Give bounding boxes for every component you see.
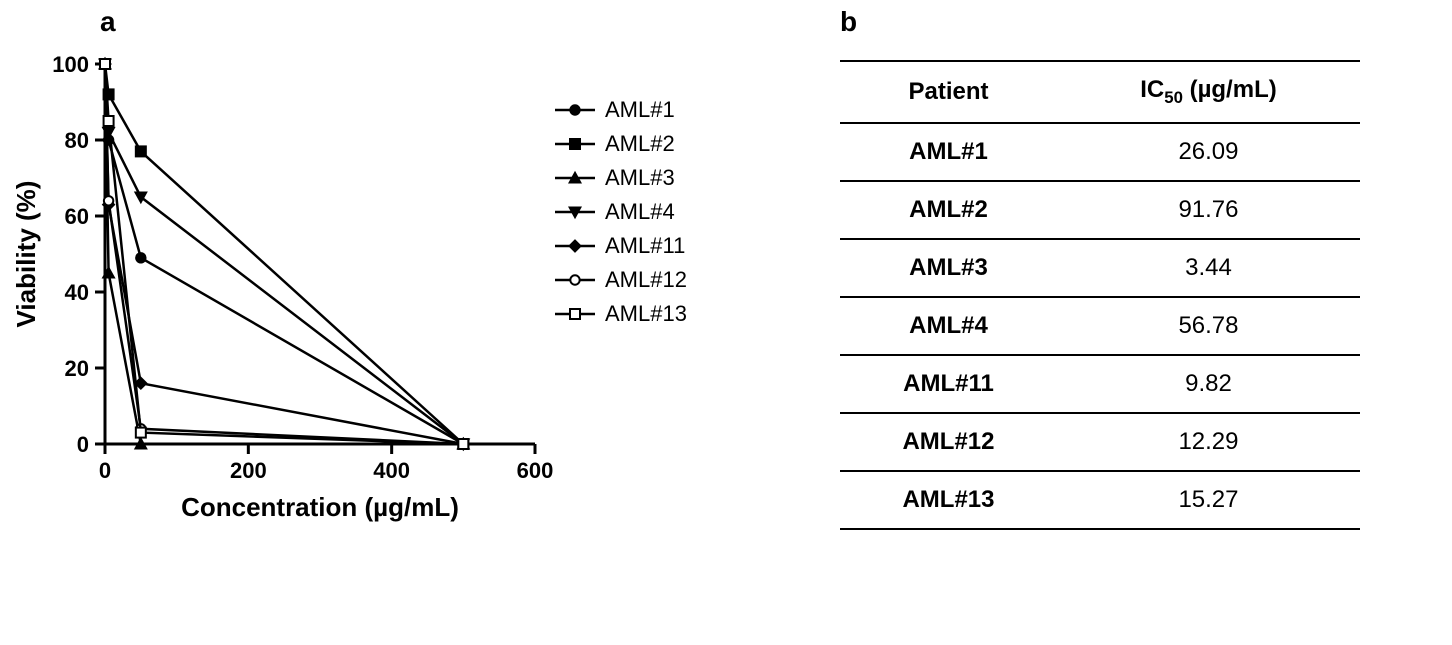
- table-row: AML#291.76: [840, 181, 1360, 239]
- svg-text:600: 600: [517, 458, 554, 483]
- panel-b-label: b: [840, 6, 857, 38]
- svg-text:20: 20: [65, 356, 89, 381]
- table-row: AML#456.78: [840, 297, 1360, 355]
- ic50-table: Patient IC50 (µg/mL) AML#126.09AML#291.7…: [840, 60, 1360, 530]
- svg-text:Concentration (µg/mL): Concentration (µg/mL): [181, 492, 459, 522]
- ic50-cell: 9.82: [1057, 355, 1360, 413]
- panel-a: a 0200400600020406080100Concentration (µ…: [0, 0, 800, 645]
- table-row: AML#1212.29: [840, 413, 1360, 471]
- patient-cell: AML#12: [840, 413, 1057, 471]
- ic50-sub: 50: [1164, 88, 1183, 107]
- svg-text:AML#3: AML#3: [605, 165, 675, 190]
- svg-text:Viability (%): Viability (%): [11, 181, 41, 328]
- table-row: AML#126.09: [840, 123, 1360, 181]
- svg-text:60: 60: [65, 204, 89, 229]
- viability-chart: 0 200 400 600 0 20 40 60 80 100 Concentration (µg/…: [0, 30, 800, 590]
- col-header-patient: Patient: [840, 61, 1057, 123]
- svg-text:0: 0: [99, 458, 111, 483]
- table-row: AML#1315.27: [840, 471, 1360, 529]
- svg-text:40: 40: [65, 280, 89, 305]
- svg-text:400: 400: [373, 458, 410, 483]
- ic50-post: (µg/mL): [1183, 76, 1277, 103]
- svg-text:AML#4: AML#4: [605, 199, 675, 224]
- ic50-cell: 26.09: [1057, 123, 1360, 181]
- col-header-ic50: IC50 (µg/mL): [1057, 61, 1360, 123]
- figure-container: a 0200400600020406080100Concentration (µ…: [0, 0, 1452, 645]
- panel-b: b Patient IC50 (µg/mL) AML#126.09AML#291…: [800, 0, 1452, 645]
- svg-text:AML#11: AML#11: [605, 233, 685, 258]
- ic50-cell: 56.78: [1057, 297, 1360, 355]
- svg-text:80: 80: [65, 128, 89, 153]
- svg-text:0: 0: [77, 432, 89, 457]
- table-header-row: Patient IC50 (µg/mL): [840, 61, 1360, 123]
- patient-cell: AML#2: [840, 181, 1057, 239]
- svg-text:AML#13: AML#13: [605, 301, 687, 326]
- ic50-pre: IC: [1140, 76, 1164, 103]
- patient-cell: AML#13: [840, 471, 1057, 529]
- svg-text:AML#12: AML#12: [605, 267, 687, 292]
- ic50-cell: 91.76: [1057, 181, 1360, 239]
- table-row: AML#119.82: [840, 355, 1360, 413]
- ic50-cell: 3.44: [1057, 239, 1360, 297]
- table-row: AML#33.44: [840, 239, 1360, 297]
- svg-text:200: 200: [230, 458, 267, 483]
- ic50-cell: 15.27: [1057, 471, 1360, 529]
- ic50-cell: 12.29: [1057, 413, 1360, 471]
- patient-cell: AML#11: [840, 355, 1057, 413]
- svg-text:100: 100: [52, 52, 89, 77]
- svg-text:AML#1: AML#1: [605, 97, 675, 122]
- patient-cell: AML#1: [840, 123, 1057, 181]
- patient-cell: AML#3: [840, 239, 1057, 297]
- svg-text:AML#2: AML#2: [605, 131, 675, 156]
- patient-cell: AML#4: [840, 297, 1057, 355]
